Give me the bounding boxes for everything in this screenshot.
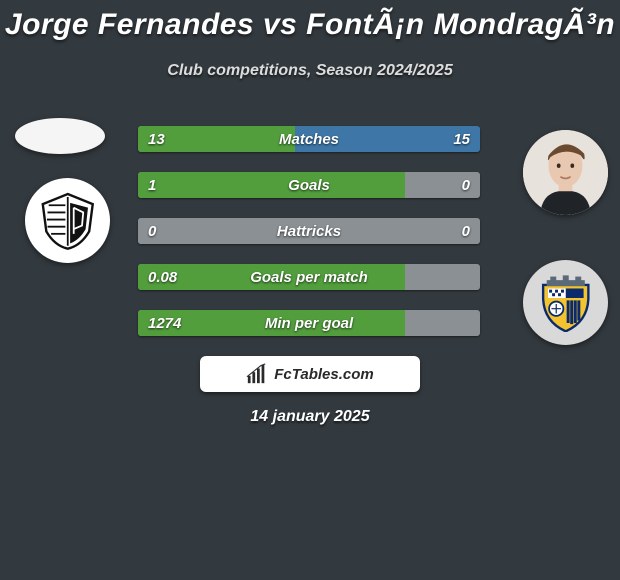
stat-label: Min per goal <box>138 310 480 336</box>
stat-label: Hattricks <box>138 218 480 244</box>
bar-chart-icon <box>246 363 268 385</box>
card-title: Jorge Fernandes vs FontÃ¡n MondragÃ³n <box>0 8 620 42</box>
card-date: 14 january 2025 <box>0 408 620 426</box>
comparison-card: Jorge Fernandes vs FontÃ¡n MondragÃ³n Cl… <box>0 0 620 580</box>
stat-row: 0.08Goals per match <box>138 264 480 290</box>
card-subtitle: Club competitions, Season 2024/2025 <box>0 62 620 80</box>
club-left-crest-icon <box>38 191 98 251</box>
stats-container: 1315Matches 10Goals 00Hattricks 0.08Goals p… <box>138 126 480 356</box>
brand-badge: FcTables.com <box>200 356 420 392</box>
club-left-crest <box>25 178 110 263</box>
club-right-crest <box>523 260 608 345</box>
stat-row: 00Hattricks <box>138 218 480 244</box>
club-right-crest-icon <box>536 273 596 333</box>
brand-text: FcTables.com <box>274 366 373 383</box>
stat-label: Goals per match <box>138 264 480 290</box>
stat-row: 1315Matches <box>138 126 480 152</box>
player-right-photo <box>523 130 608 215</box>
stat-label: Goals <box>138 172 480 198</box>
player-left-photo <box>15 118 105 154</box>
stat-row: 10Goals <box>138 172 480 198</box>
stat-label: Matches <box>138 126 480 152</box>
stat-row: 1274Min per goal <box>138 310 480 336</box>
player-right-avatar-icon <box>523 130 608 215</box>
